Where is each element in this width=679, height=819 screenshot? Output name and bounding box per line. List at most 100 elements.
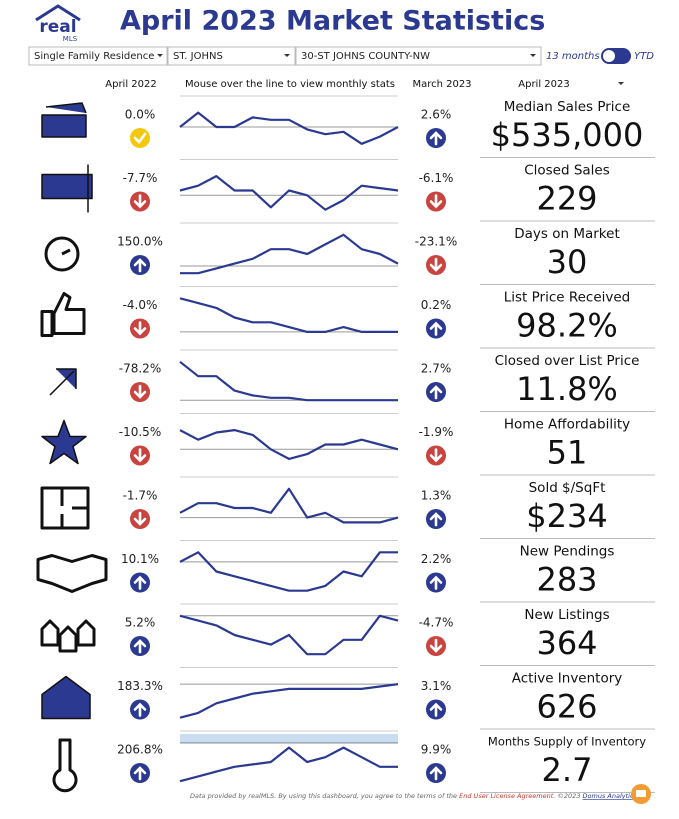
dropdown[interactable] [28,46,168,66]
metric-name: Sold $/SqFt [529,480,606,496]
icon-glyph [429,512,443,527]
footer-text: Data provided by realMLS. By using this … [190,792,457,800]
metric-icon [49,368,77,396]
logo-sub: MLS [63,35,78,43]
sparkline [179,746,398,783]
yoy-change: 206.8% [117,743,163,757]
metric-value: 364 [536,624,597,662]
trend-icon [426,128,446,148]
mom-change: -4.7% [419,616,454,630]
trend-icon [130,636,150,656]
metric-value: 626 [536,688,597,726]
sparkline [179,551,398,592]
sparkline [179,487,399,524]
yoy-change: 150.0% [117,235,163,249]
mom-change: 2.2% [421,552,452,566]
sparkline [179,175,399,211]
icon-glyph [429,766,443,781]
mom-change: 9.9% [421,743,452,757]
trend-icon [426,572,446,593]
filter-text: Single Family Residence [34,51,154,62]
trend-icon [426,318,446,339]
mom-change: -1.9% [419,425,454,439]
logo-text: real [39,17,76,37]
footer: Data provided by realMLS. By using this … [190,792,638,800]
metric-name: New Pendings [520,544,615,560]
metric-value: 11.8% [516,370,618,408]
yoy-change: -7.7% [123,171,158,185]
footer-copyright: ©2023 [557,792,580,800]
icon-glyph [133,511,147,526]
metric-name: Closed over List Price [495,353,640,369]
metric-value: $535,000 [491,116,644,154]
metric-icon [40,619,96,653]
trend-icon [130,128,150,148]
icon-glyph [133,702,147,717]
filters: Single Family Residence ST. JOHNS 30-ST … [28,46,654,66]
footer-brand[interactable]: Domus Analytics [583,792,638,800]
highlight-band [180,734,398,744]
metric-name: List Price Received [504,290,631,306]
metric-icon [44,236,80,272]
icon-glyph [429,194,443,209]
sparkline [179,111,399,145]
yoy-change: -10.5% [119,425,161,439]
metric-value: 2.7 [542,751,593,789]
sparkline [180,233,399,275]
dropdown[interactable] [167,46,296,66]
icon-glyph [429,131,443,146]
metric-icon [41,675,91,720]
metric-name: Days on Market [514,226,620,242]
yoy-change: 183.3% [117,679,163,693]
yoy-change: 0.0% [125,108,156,122]
metric-value: $234 [526,497,607,535]
sparkline [179,297,398,333]
trend-icon [130,699,150,720]
yoy-change: -78.2% [119,362,161,376]
metric-icon [40,292,86,337]
yoy-change: -1.7% [123,489,158,503]
trend-icon [130,382,150,402]
column-header[interactable]: April 2023 [518,79,569,90]
icon-glyph [133,258,147,273]
icon-glyph [133,132,147,144]
trend-icon [426,191,446,212]
icon-glyph [133,384,147,399]
dropdown[interactable] [295,46,542,66]
icon-glyph [429,575,443,590]
column-header: March 2023 [412,79,471,90]
metric-value: 98.2% [516,307,618,345]
mom-change: -6.1% [419,171,454,185]
trend-icon [130,255,150,275]
yoy-change: 5.2% [125,616,156,630]
filter-text: ST. JOHNS [173,51,223,62]
trend-icon [426,445,446,466]
trend-icon [426,636,446,656]
metric-value: 229 [536,180,597,218]
yoy-change: -4.0% [123,298,158,312]
metric-icon [36,554,108,593]
trend-icon [130,763,150,783]
metric-name: Months Supply of Inventory [488,735,646,749]
mom-change: 2.7% [421,362,452,376]
logo: real MLS [35,4,81,43]
column-header: April 2022 [105,79,156,90]
icon-glyph [133,321,147,336]
mom-change: -23.1% [415,235,457,249]
trend-icon [130,445,150,466]
icon-glyph [429,702,443,717]
mom-change: 2.6% [421,108,452,122]
metric-value: 51 [547,434,588,472]
footer-link[interactable]: End User License Agreement. [459,792,555,800]
toggle-label: YTD [634,51,654,62]
icon-glyph [133,194,147,209]
sparkline [179,360,398,402]
trend-icon [130,509,150,529]
sparkline [179,429,399,460]
mom-change: 1.3% [421,489,452,503]
column-header: Mouse over the line to view monthly stat… [185,79,395,90]
icon-glyph [429,257,443,272]
icon-glyph [133,575,147,590]
trend-icon [426,382,446,402]
